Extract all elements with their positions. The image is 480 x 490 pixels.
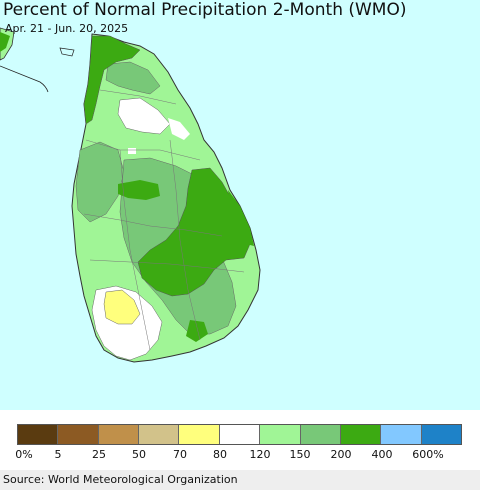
legend-swatch-10: [421, 425, 461, 444]
legend-swatch-8: [340, 425, 382, 444]
legend-label: 150: [289, 448, 311, 461]
legend-label: 50: [132, 448, 146, 461]
legend-label: 600%: [412, 448, 444, 461]
legend-swatch-4: [179, 425, 220, 444]
legend-swatch-7: [300, 425, 341, 444]
map-area[interactable]: Percent of Normal Precipitation 2-Month …: [0, 0, 480, 410]
legend-swatch-5: [219, 425, 261, 444]
legend-swatch-6: [260, 425, 301, 444]
legend-label: 120: [249, 448, 271, 461]
legend-label: 5: [54, 448, 62, 461]
map-title: Percent of Normal Precipitation 2-Month …: [3, 0, 407, 20]
legend-swatch-2: [98, 425, 140, 444]
legend-label: 80: [213, 448, 227, 461]
map-canvas: [0, 27, 261, 363]
zone-150-200-north: [105, 61, 161, 95]
source-credit: Source: World Meteorological Organizatio…: [3, 473, 238, 486]
zone-80-120-northeast: [168, 118, 190, 140]
coast-line-detail: [0, 65, 49, 93]
zone-80-120-north: [117, 97, 171, 135]
india-coast-green: [0, 32, 10, 52]
zone-70-80-southwest: [103, 289, 141, 325]
legend-label: 70: [173, 448, 187, 461]
zone-150-200-west: [75, 141, 125, 223]
legend-label: 0%: [15, 448, 33, 461]
zone-200-400-mid: [118, 180, 160, 200]
zone-200-400-coast-east: [228, 190, 254, 246]
zone-200-400-south: [186, 320, 208, 342]
zone-80-120-tiny: [128, 148, 136, 154]
zone-200-400-northwest: [83, 35, 141, 125]
legend-swatch-9: [381, 425, 422, 444]
coast-line-detail-2: [59, 47, 75, 57]
legend-label: 400: [371, 448, 393, 461]
legend-labels: 0% 5 25 50 70 80 120 150 200 400 600%: [0, 448, 480, 462]
legend-label: 25: [92, 448, 106, 461]
legend-swatch-3: [139, 425, 180, 444]
color-legend: [17, 424, 462, 445]
legend-swatch-1: [58, 425, 99, 444]
district-boundaries: [83, 89, 245, 351]
legend-label: 200: [330, 448, 352, 461]
source-bar: Source: World Meteorological Organizatio…: [0, 470, 480, 490]
legend-swatch-0: [18, 425, 59, 444]
map-subtitle: Apr. 21 - Jun. 20, 2025: [5, 22, 129, 35]
